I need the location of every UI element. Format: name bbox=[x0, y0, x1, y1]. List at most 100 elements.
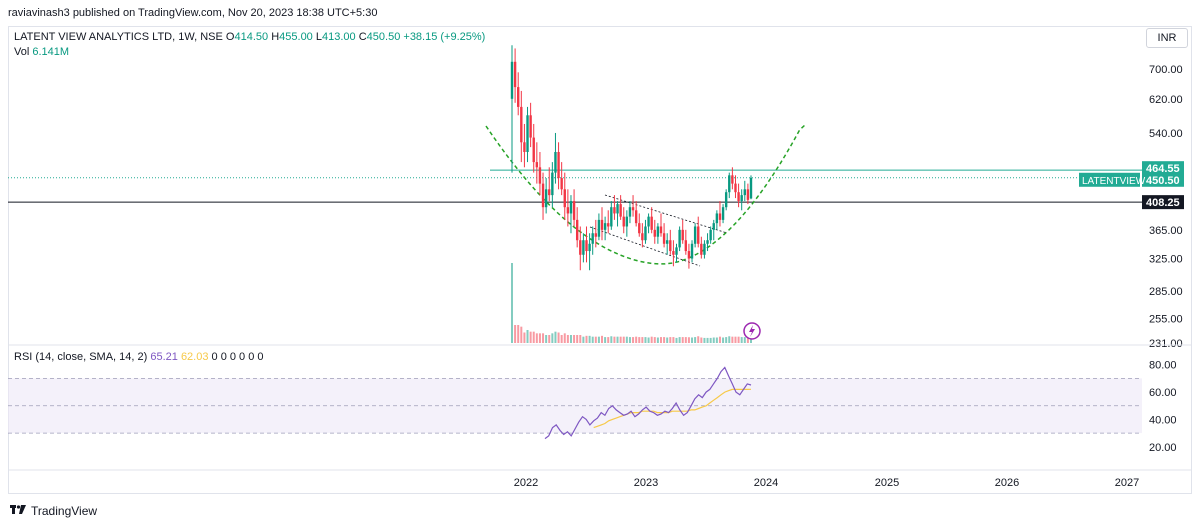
candle-body bbox=[510, 61, 514, 99]
volume-bar bbox=[566, 335, 569, 343]
volume-bar bbox=[585, 335, 588, 343]
currency-button[interactable]: INR bbox=[1146, 28, 1188, 48]
candle-body bbox=[600, 219, 604, 230]
candle-body bbox=[675, 247, 678, 255]
candle-body bbox=[721, 207, 725, 220]
volume-bar bbox=[529, 331, 532, 343]
volume-bar bbox=[594, 336, 597, 343]
time-tick-label: 2023 bbox=[634, 477, 658, 489]
rsi-tick-label: 20.00 bbox=[1149, 442, 1177, 454]
tradingview-brand: TradingView bbox=[31, 503, 98, 518]
time-tick-label: 2025 bbox=[875, 477, 899, 489]
candle-body bbox=[569, 201, 573, 214]
channel-lower-line bbox=[589, 226, 701, 267]
volume-bar bbox=[597, 336, 600, 343]
volume-bar bbox=[610, 336, 613, 343]
candle-body bbox=[520, 106, 523, 143]
candle-body bbox=[715, 213, 719, 224]
volume-bar bbox=[669, 337, 672, 343]
candle-body bbox=[625, 216, 629, 227]
candle-body bbox=[597, 219, 601, 237]
rsi-legend: RSI (14, close, SMA, 14, 2) 65.21 62.03 … bbox=[14, 351, 264, 363]
candle-body bbox=[566, 207, 570, 214]
volume-bar bbox=[517, 325, 520, 343]
candle-body bbox=[603, 223, 607, 230]
candle-body bbox=[548, 189, 551, 196]
candle-body bbox=[532, 137, 535, 163]
volume-bar bbox=[619, 336, 622, 343]
volume-bar bbox=[613, 336, 616, 343]
candle-body bbox=[526, 115, 529, 152]
candle-body bbox=[641, 233, 644, 241]
rsi-line bbox=[544, 366, 752, 440]
high-value: 455.00 bbox=[279, 31, 313, 43]
volume-bar bbox=[722, 337, 725, 343]
candle-body bbox=[662, 233, 666, 244]
volume-bar bbox=[728, 336, 731, 343]
low-label: L bbox=[315, 31, 322, 43]
volume-bar bbox=[591, 336, 594, 343]
candle-body bbox=[731, 175, 734, 184]
volume-bar bbox=[687, 337, 690, 343]
rsi-value: 65.21 bbox=[150, 351, 178, 363]
candle-body bbox=[706, 240, 709, 244]
volume-bar bbox=[737, 336, 740, 343]
volume-bar bbox=[740, 337, 743, 343]
channel-upper-line bbox=[604, 194, 728, 234]
volume-bar bbox=[691, 337, 694, 343]
volume-bar bbox=[604, 337, 607, 343]
candle-body bbox=[619, 204, 622, 217]
candle-body bbox=[647, 216, 650, 227]
volume-bar bbox=[659, 337, 662, 343]
price-tick-label: 231.00 bbox=[1149, 338, 1183, 350]
candle-body bbox=[653, 229, 656, 237]
candle-body bbox=[687, 251, 691, 259]
price-label-box bbox=[1142, 172, 1184, 187]
volume-bar bbox=[563, 333, 566, 343]
volume-bar bbox=[656, 337, 659, 343]
volume-bar bbox=[632, 337, 635, 343]
rsi-title: RSI (14, close, SMA, 14, 2) bbox=[14, 351, 148, 363]
volume-bar bbox=[573, 335, 576, 343]
volume-bar bbox=[715, 337, 718, 343]
rsi-tick-label: 60.00 bbox=[1149, 387, 1177, 399]
volume-bar bbox=[622, 336, 625, 343]
candle-body bbox=[628, 207, 632, 217]
candle-body bbox=[703, 243, 706, 255]
volume-value: 6.141M bbox=[32, 46, 70, 58]
candle-body bbox=[551, 172, 554, 196]
candle-body bbox=[541, 183, 545, 208]
volume-bar bbox=[576, 335, 579, 343]
volume-bar bbox=[582, 336, 585, 343]
candle-body bbox=[665, 240, 669, 244]
main-legend: LATENT VIEW ANALYTICS LTD, 1W, NSE O414.… bbox=[14, 30, 485, 60]
tradingview-logo-icon bbox=[10, 503, 26, 518]
high-label: H bbox=[271, 31, 280, 43]
volume-bar bbox=[663, 337, 666, 343]
candle-body bbox=[554, 151, 557, 173]
rsi-tick-label: 40.00 bbox=[1149, 414, 1177, 426]
candle-body bbox=[690, 243, 694, 259]
ticker-tag-box bbox=[1079, 172, 1140, 187]
candle-body bbox=[678, 229, 681, 248]
volume-bar bbox=[526, 330, 529, 343]
volume-bar bbox=[628, 337, 631, 343]
candle-body bbox=[718, 213, 722, 220]
volume-bar bbox=[569, 335, 572, 343]
volume-bar bbox=[520, 326, 523, 343]
time-tick-label: 2022 bbox=[514, 477, 538, 489]
candle-body bbox=[728, 175, 731, 193]
low-value: 413.00 bbox=[322, 31, 356, 43]
volume-bar bbox=[675, 337, 678, 343]
tradingview-footer[interactable]: TradingView bbox=[10, 503, 97, 518]
candle-body bbox=[529, 115, 532, 138]
rsi-extra-values: 0 0 0 0 0 0 bbox=[211, 351, 264, 363]
lightning-icon-glyph bbox=[749, 325, 755, 337]
volume-bar bbox=[560, 335, 563, 343]
volume-bar bbox=[666, 337, 669, 343]
price-tick-label: 255.00 bbox=[1149, 314, 1183, 326]
volume-bar bbox=[647, 337, 650, 343]
price-tick-label: 365.00 bbox=[1149, 225, 1183, 237]
change-value: +38.15 (+9.25%) bbox=[403, 31, 486, 43]
price-tick-label: 325.00 bbox=[1149, 254, 1183, 266]
